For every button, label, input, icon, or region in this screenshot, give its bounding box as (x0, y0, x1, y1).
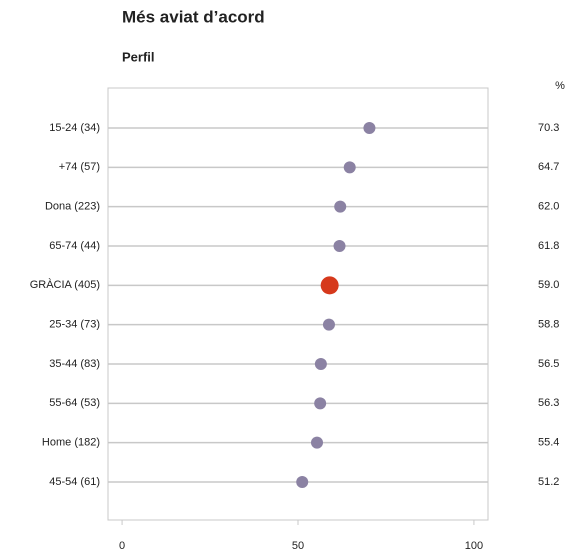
dot (320, 276, 339, 295)
category-label: Dona (223) (45, 201, 100, 213)
x-tick-label: 100 (465, 540, 483, 549)
category-label: 55-64 (53) (49, 397, 100, 409)
dot (314, 358, 327, 370)
dot (333, 240, 346, 252)
category-label: 15-24 (34) (49, 122, 100, 134)
dot (343, 161, 356, 174)
dot (363, 122, 376, 134)
dot (322, 318, 335, 331)
unit-label: % (555, 80, 565, 92)
chart-subtitle: Perfil (122, 49, 155, 64)
value-label: 58.8 (538, 319, 559, 331)
value-label: 62.0 (538, 201, 559, 213)
x-tick-label: 50 (292, 540, 304, 549)
value-label: 51.2 (538, 476, 559, 488)
value-label: 64.7 (538, 161, 559, 173)
value-label: 55.4 (538, 437, 559, 449)
value-label: 56.5 (538, 358, 559, 370)
category-label: Home (182) (42, 437, 100, 449)
category-label: 65-74 (44) (49, 240, 100, 252)
category-label: +74 (57) (59, 161, 100, 173)
dot (314, 397, 327, 410)
value-label: 61.8 (538, 240, 559, 252)
x-tick-label: 0 (119, 540, 125, 549)
dot (334, 200, 347, 213)
chart-title: Més aviat d’acord (122, 7, 265, 26)
plot-frame (107, 87, 489, 521)
value-label: 56.3 (538, 397, 559, 409)
value-label: 59.0 (538, 279, 559, 291)
value-label: 70.3 (538, 122, 559, 134)
category-label: 25-34 (73) (49, 319, 100, 331)
dot (296, 476, 309, 488)
dot (311, 436, 323, 449)
category-label: GRÀCIA (405) (30, 278, 100, 291)
category-label: 35-44 (83) (49, 358, 100, 370)
category-label: 45-54 (61) (49, 476, 100, 488)
